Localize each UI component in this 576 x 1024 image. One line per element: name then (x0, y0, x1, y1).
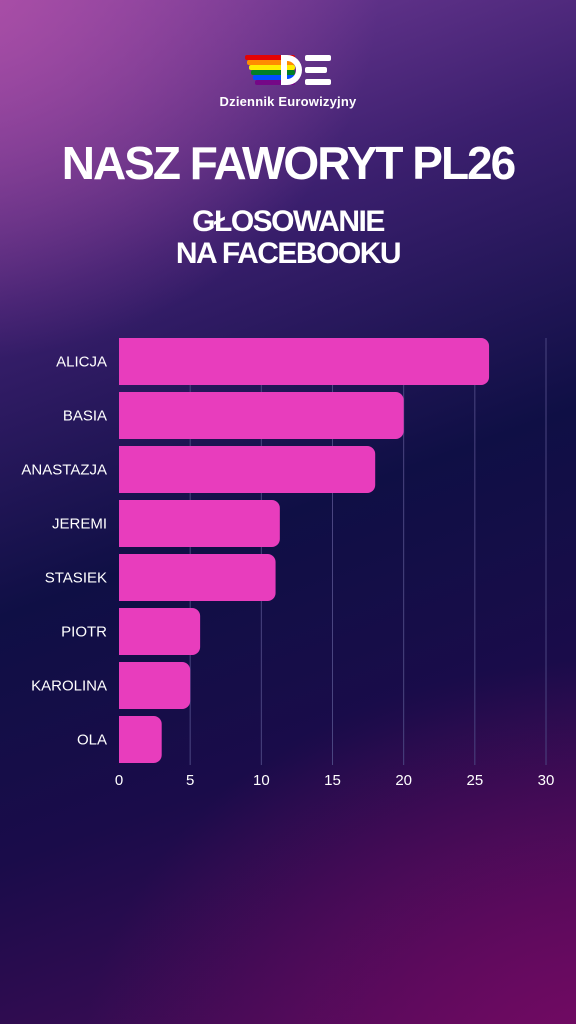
tick-label: 15 (324, 772, 341, 789)
brand-logo: Dziennik Eurowizyjny (0, 52, 576, 109)
bar (119, 338, 490, 385)
category-label: BASIA (63, 408, 107, 425)
category-label: OLA (77, 732, 107, 749)
tick-label: 5 (186, 772, 194, 789)
tick-label: 20 (395, 772, 412, 789)
bar (119, 554, 276, 601)
page-title: NASZ FAWORYT PL26 (61, 137, 516, 189)
page-subtitle: GŁOSOWANIE NA FACEBOOKU (0, 206, 576, 270)
bar (119, 662, 191, 709)
bar (119, 392, 404, 439)
bar (119, 608, 201, 655)
tick-label: 0 (115, 772, 123, 789)
category-label: KAROLINA (31, 678, 107, 695)
category-label: ANASTAZJA (21, 462, 107, 479)
subtitle-line-1: GŁOSOWANIE (192, 205, 385, 238)
category-label: STASIEK (45, 570, 107, 587)
bar-chart: ALICJA BASIA ANASTAZJA JEREMI STASIEK PIOTR KA… (21, 338, 555, 789)
category-label: PIOTR (61, 624, 107, 641)
brand-name: Dziennik Eurowizyjny (219, 94, 357, 109)
category-label: JEREMI (52, 516, 107, 533)
bar (119, 446, 376, 493)
tick-label: 25 (466, 772, 483, 789)
bar (119, 716, 162, 763)
bar (119, 500, 280, 547)
logo-de-icon (245, 55, 331, 85)
category-label: ALICJA (56, 354, 107, 371)
tick-label: 10 (253, 772, 270, 789)
tick-label: 30 (538, 772, 555, 789)
subtitle-line-2: NA FACEBOOKU (175, 237, 402, 270)
